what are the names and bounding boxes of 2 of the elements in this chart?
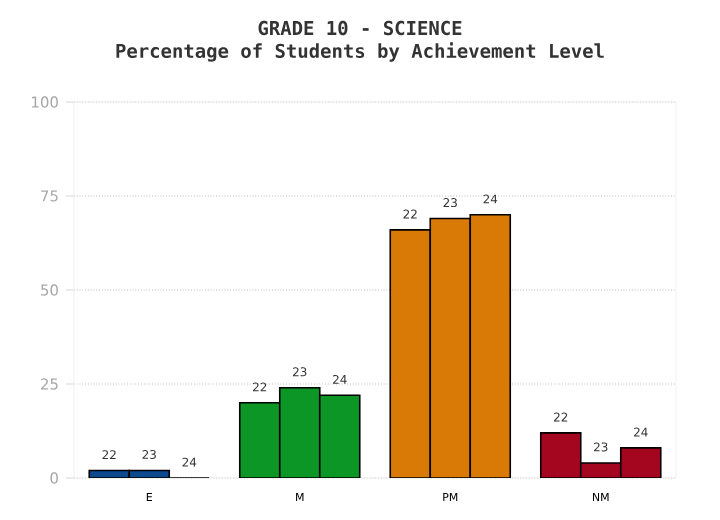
chart-title: GRADE 10 - SCIENCE: [258, 20, 462, 36]
chart-subtitle: Percentage of Students by Achievement Level: [116, 42, 604, 62]
